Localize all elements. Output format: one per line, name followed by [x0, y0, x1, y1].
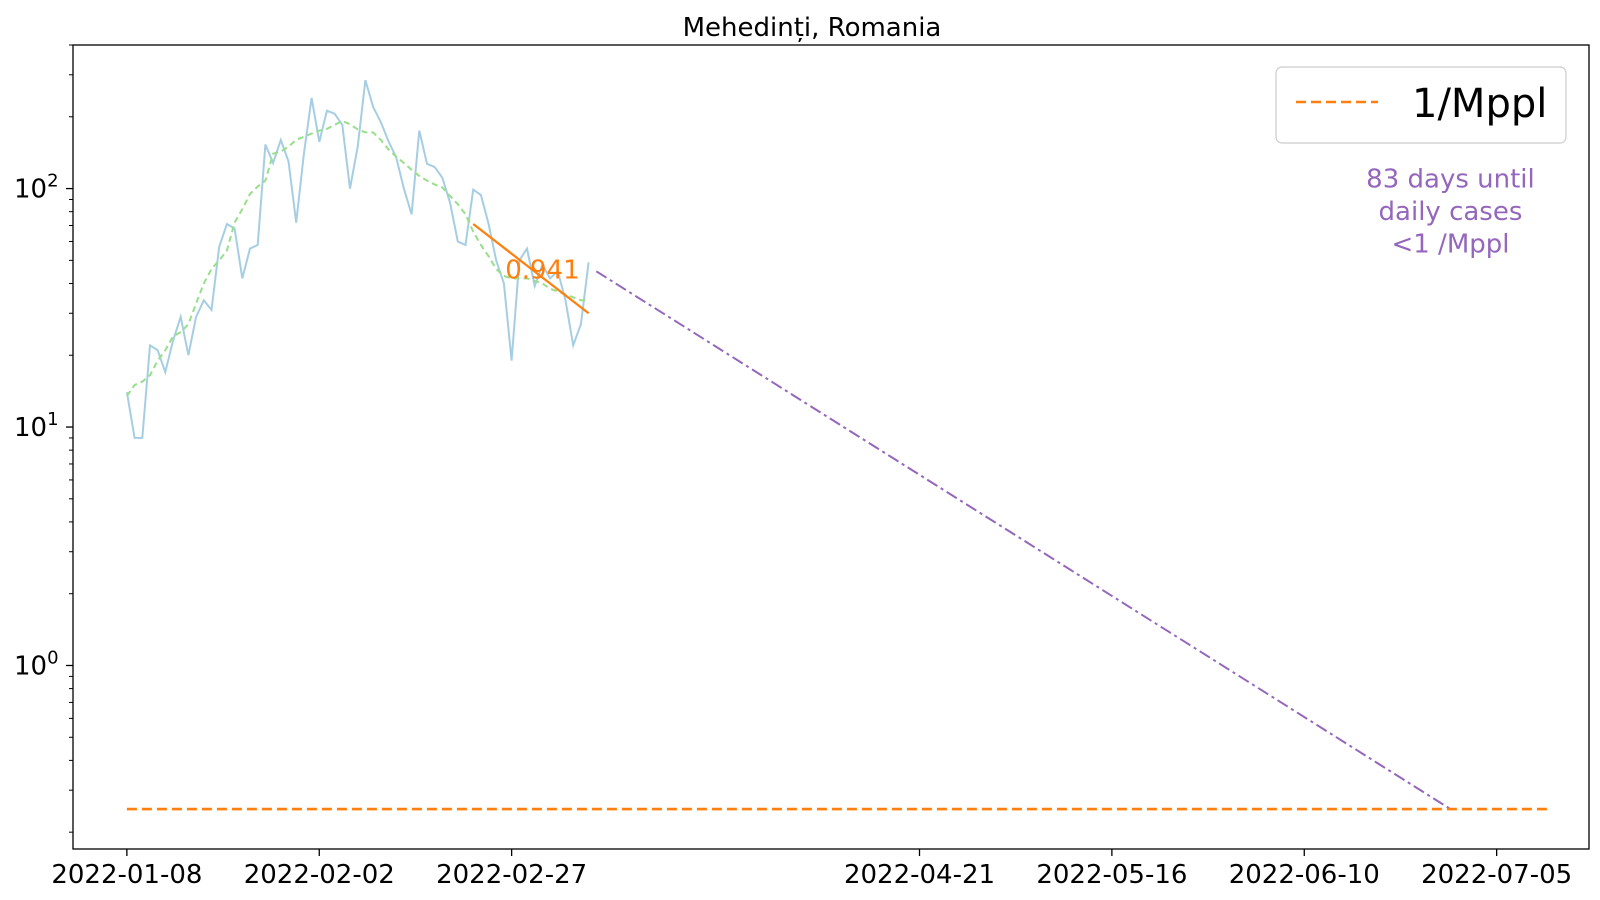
decay-rate-label: 0.941	[505, 255, 579, 285]
plot-area	[72, 44, 1590, 850]
y-tick-label: 102	[14, 171, 59, 205]
x-tick-label: 2022-07-05	[1421, 860, 1572, 890]
series-layer	[125, 79, 1551, 811]
chart-title: Mehedinți, Romania	[683, 13, 942, 43]
projection-annotation-line: daily cases	[1379, 197, 1523, 227]
legend: 1/Mppl	[1275, 66, 1567, 144]
y-tick-label: 100	[14, 647, 59, 681]
x-tick-label: 2022-01-08	[51, 860, 202, 890]
y-axis: 100 101 102	[14, 44, 73, 833]
x-tick-label: 2022-05-16	[1036, 860, 1187, 890]
plot-frame	[72, 44, 1590, 850]
trend-fit-line	[472, 223, 590, 315]
projection-annotation-line: 83 days until	[1366, 165, 1535, 195]
projection-line	[595, 270, 1452, 810]
smoothed-cases-line	[126, 119, 589, 397]
x-tick-label: 2022-04-21	[844, 860, 995, 890]
daily-cases-line	[125, 79, 590, 439]
projection-annotation-line: <1 /Mppl	[1391, 229, 1509, 259]
y-tick-label: 101	[14, 409, 59, 443]
x-tick-label: 2022-02-27	[436, 860, 587, 890]
x-tick-label: 2022-06-10	[1229, 860, 1380, 890]
legend-box	[1275, 66, 1567, 144]
x-axis: 2022-01-08 2022-02-02 2022-02-27 2022-04-21…	[51, 849, 1572, 890]
x-tick-label: 2022-02-02	[244, 860, 395, 890]
legend-threshold-label: 1/Mppl	[1412, 81, 1547, 127]
